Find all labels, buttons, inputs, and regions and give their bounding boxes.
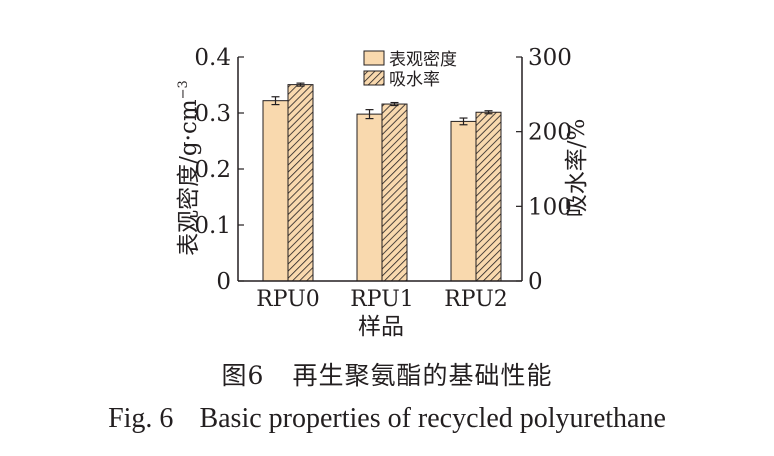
error-bar-density-rpu1 — [365, 109, 374, 120]
bar-density-rpu1 — [356, 113, 383, 282]
left-y-tick-label: 0.2 — [194, 157, 231, 183]
error-bar-water-absorption-rpu0 — [296, 82, 305, 87]
caption-en-title: Basic properties of recycled polyurethan… — [199, 403, 666, 434]
left-y-tick-label: 0.3 — [194, 101, 231, 127]
bar-water-absorption-rpu2 — [475, 111, 502, 282]
legend-swatch-density — [363, 50, 385, 66]
right-y-tick-label: 100 — [528, 194, 572, 220]
right-y-axis-title: 吸水率/% — [564, 119, 590, 218]
error-bar-water-absorption-rpu1 — [390, 101, 399, 107]
legend-label-density: 表观密度 — [389, 50, 457, 70]
x-tick-label: RPU2 — [444, 287, 508, 312]
legend-label-water-absorption: 吸水率 — [389, 70, 440, 90]
right-y-tick-label: 200 — [528, 120, 572, 146]
right-y-tick-label: 300 — [528, 45, 572, 71]
left-y-tick-label: 0.1 — [194, 213, 231, 239]
caption-en-number: Fig. 6 — [108, 403, 174, 434]
x-tick-label: RPU1 — [350, 287, 414, 312]
bar-water-absorption-rpu1 — [381, 103, 408, 282]
caption-chinese: 图6 再生聚氨酯的基础性能 — [0, 356, 774, 392]
right-y-tick-label: 0 — [528, 269, 543, 295]
left-y-tick-label: 0.4 — [194, 45, 231, 71]
caption-cn-title: 再生聚氨酯的基础性能 — [292, 361, 553, 390]
bar-water-absorption-rpu0 — [287, 84, 314, 282]
error-bar-water-absorption-rpu2 — [484, 110, 493, 115]
error-bar-density-rpu2 — [459, 117, 468, 126]
x-axis-title: 样品 — [358, 314, 404, 340]
caption-english: Fig. 6 Basic properties of recycled polyu… — [0, 403, 774, 435]
caption-cn-number: 图6 — [221, 361, 265, 390]
x-tick-label: RPU0 — [256, 287, 320, 312]
bar-chart: 0 0.1 0.2 0.3 0.4 0 100 200 300 RPU0 RPU1 RPU2 样品 表观密… — [176, 45, 590, 340]
error-bar-density-rpu0 — [271, 96, 280, 106]
left-y-tick-label: 0 — [216, 269, 231, 295]
left-y-axis-title: 表观密度/g·cm−3 — [176, 80, 202, 256]
legend-swatch-water-absorption — [363, 70, 385, 86]
bar-density-rpu0 — [262, 100, 289, 282]
bar-density-rpu2 — [450, 120, 477, 282]
